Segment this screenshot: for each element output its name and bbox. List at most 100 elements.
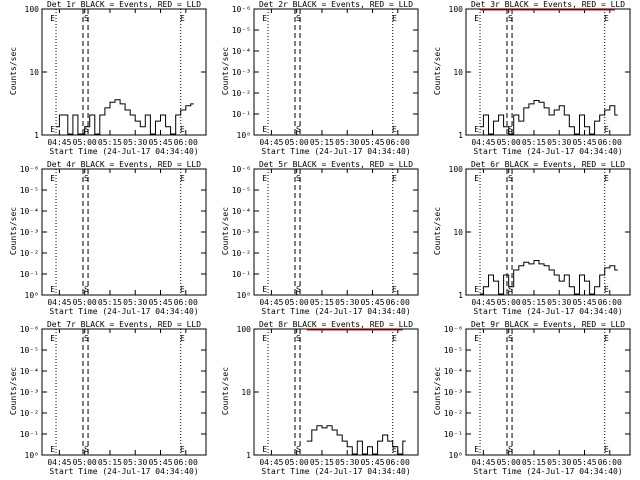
- event-marker-bottom: E: [180, 285, 185, 294]
- x-tick-label: 06:00: [174, 298, 198, 307]
- event-marker-bottom: S: [508, 125, 513, 134]
- y-axis-title: Counts/sec: [221, 367, 230, 415]
- event-marker-top: S: [84, 14, 89, 23]
- event-marker-bottom: E: [392, 445, 397, 454]
- y-tick-label: 10⁻¹: [20, 430, 39, 439]
- x-tick-label: 05:45: [148, 458, 172, 467]
- event-marker-top: S: [84, 334, 89, 343]
- y-tick-label: 10⁻⁵: [444, 346, 463, 355]
- panel-det-9: Det 9r BLACK = Events, RED = LLD 10⁰ 10⁻¹ 1…: [433, 320, 631, 476]
- x-tick-label: 05:00: [285, 458, 309, 467]
- plot-frame: [41, 328, 207, 456]
- panel-title: Det 8r BLACK = Events, RED = LLD: [259, 320, 413, 329]
- event-marker-bottom: E: [50, 285, 55, 294]
- y-tick-label: 100: [237, 325, 252, 334]
- event-marker-top: E: [50, 14, 55, 23]
- event-marker-bottom: E: [392, 285, 397, 294]
- y-tick-label: 10⁻⁴: [232, 47, 251, 56]
- event-marker-top: E: [392, 334, 397, 343]
- x-tick-label: 05:00: [497, 138, 521, 147]
- events-series-line: [306, 425, 406, 455]
- x-axis-title: Start Time (24-Jul-17 04:34:40): [261, 307, 410, 316]
- event-marker-top: E: [180, 14, 185, 23]
- x-tick-label: 05:45: [572, 458, 596, 467]
- x-tick-label: 06:00: [386, 458, 410, 467]
- panel-title: Det 1r BLACK = Events, RED = LLD: [47, 0, 201, 9]
- x-tick-label: 05:45: [360, 298, 384, 307]
- event-marker-top: E: [50, 334, 55, 343]
- x-tick-label: 04:45: [259, 298, 283, 307]
- x-tick-label: 05:30: [335, 298, 359, 307]
- x-tick-label: 05:15: [522, 458, 546, 467]
- y-tick-label: 10⁻⁴: [20, 207, 39, 216]
- x-tick-label: 06:00: [174, 138, 198, 147]
- y-tick-label: 10⁻⁵: [20, 186, 39, 195]
- y-tick-label: 10⁻⁶: [444, 325, 463, 334]
- event-marker-top: E: [474, 334, 479, 343]
- event-marker-top: E: [474, 174, 479, 183]
- plot-frame: [41, 168, 207, 296]
- event-marker-bottom: E: [262, 125, 267, 134]
- x-tick-label: 05:00: [73, 298, 97, 307]
- x-tick-label: 05:30: [547, 298, 571, 307]
- event-marker-top: E: [604, 334, 609, 343]
- plot-frame: [253, 328, 419, 456]
- plot-frame: [465, 8, 631, 136]
- event-marker-bottom: E: [180, 125, 185, 134]
- event-marker-bottom: E: [604, 445, 609, 454]
- plot-frame: [253, 168, 419, 296]
- y-tick-label: 1: [458, 131, 463, 140]
- event-marker-bottom: S: [508, 445, 513, 454]
- event-marker-top: S: [508, 174, 513, 183]
- event-marker-top: S: [508, 14, 513, 23]
- event-marker-top: S: [508, 334, 513, 343]
- x-tick-label: 04:45: [47, 138, 71, 147]
- event-marker-bottom: E: [604, 125, 609, 134]
- y-axis-title: Counts/sec: [433, 47, 442, 95]
- x-axis-title: Start Time (24-Jul-17 04:34:40): [49, 307, 198, 316]
- y-tick-label: 10⁻⁵: [232, 186, 251, 195]
- event-marker-bottom: E: [262, 445, 267, 454]
- y-tick-label: 10⁻⁵: [232, 26, 251, 35]
- x-tick-label: 06:00: [598, 138, 622, 147]
- x-tick-label: 04:45: [471, 458, 495, 467]
- y-tick-label: 10: [453, 228, 463, 237]
- y-tick-label: 10⁻³: [20, 388, 39, 397]
- panel-title: Det 7r BLACK = Events, RED = LLD: [47, 320, 201, 329]
- panel-det-1: Det 1r BLACK = Events, RED = LLD 1 10 100 04…: [9, 0, 207, 156]
- y-axis-title: Counts/sec: [9, 207, 18, 255]
- event-marker-top: E: [262, 334, 267, 343]
- x-tick-label: 05:45: [148, 138, 172, 147]
- y-tick-label: 10⁰: [449, 451, 463, 460]
- event-marker-top: E: [474, 14, 479, 23]
- y-tick-label: 10⁰: [25, 291, 39, 300]
- y-tick-label: 10⁻¹: [232, 270, 251, 279]
- y-tick-label: 100: [449, 5, 464, 14]
- x-tick-label: 05:30: [123, 138, 147, 147]
- y-tick-label: 10⁻⁶: [232, 165, 251, 174]
- event-marker-top: E: [392, 14, 397, 23]
- event-marker-top: E: [180, 174, 185, 183]
- y-tick-label: 1: [246, 451, 251, 460]
- plot-frame: [253, 8, 419, 136]
- x-tick-label: 04:45: [47, 298, 71, 307]
- panel-det-6: Det 6r BLACK = Events, RED = LLD 1 10 100 04…: [433, 160, 631, 316]
- x-tick-label: 05:45: [360, 138, 384, 147]
- y-tick-label: 10⁻²: [20, 409, 39, 418]
- y-tick-label: 10⁻⁵: [20, 346, 39, 355]
- y-tick-label: 10⁻⁶: [20, 325, 39, 334]
- y-tick-label: 10: [29, 68, 39, 77]
- x-tick-label: 05:00: [497, 298, 521, 307]
- panel-det-2: Det 2r BLACK = Events, RED = LLD 10⁰ 10⁻¹ 1…: [221, 0, 419, 156]
- x-tick-label: 05:00: [73, 138, 97, 147]
- y-tick-label: 1: [458, 291, 463, 300]
- x-axis-title: Start Time (24-Jul-17 04:34:40): [49, 147, 198, 156]
- x-tick-label: 05:30: [123, 458, 147, 467]
- x-tick-label: 04:45: [471, 298, 495, 307]
- x-tick-label: 05:15: [522, 138, 546, 147]
- event-marker-bottom: E: [262, 285, 267, 294]
- y-tick-label: 10⁻⁶: [232, 5, 251, 14]
- y-tick-label: 1: [34, 131, 39, 140]
- events-series-line: [56, 99, 194, 135]
- y-tick-label: 10⁻³: [232, 228, 251, 237]
